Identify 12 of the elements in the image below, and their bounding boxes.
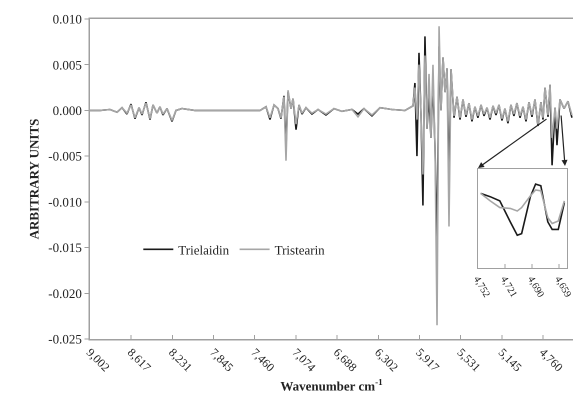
legend-label: Tristearin: [274, 242, 326, 258]
legend-label: Trielaidin: [178, 242, 230, 258]
x-axis-title: Wavenumber cm$^{-1}$: [280, 377, 384, 394]
y-axis-title: ARBITRARY UNITS: [26, 118, 42, 240]
y-tick-label: -0.010: [48, 194, 82, 210]
y-tick-label: -0.025: [48, 332, 82, 347]
y-tick-label: -0.020: [48, 286, 82, 301]
y-tick-label: 0.005: [52, 57, 82, 72]
y-tick-label: 0.010: [52, 12, 82, 27]
y-tick-label: -0.015: [48, 240, 82, 256]
y-tick-label: -0.005: [48, 148, 82, 164]
y-tick-label: 0.000: [52, 102, 82, 118]
